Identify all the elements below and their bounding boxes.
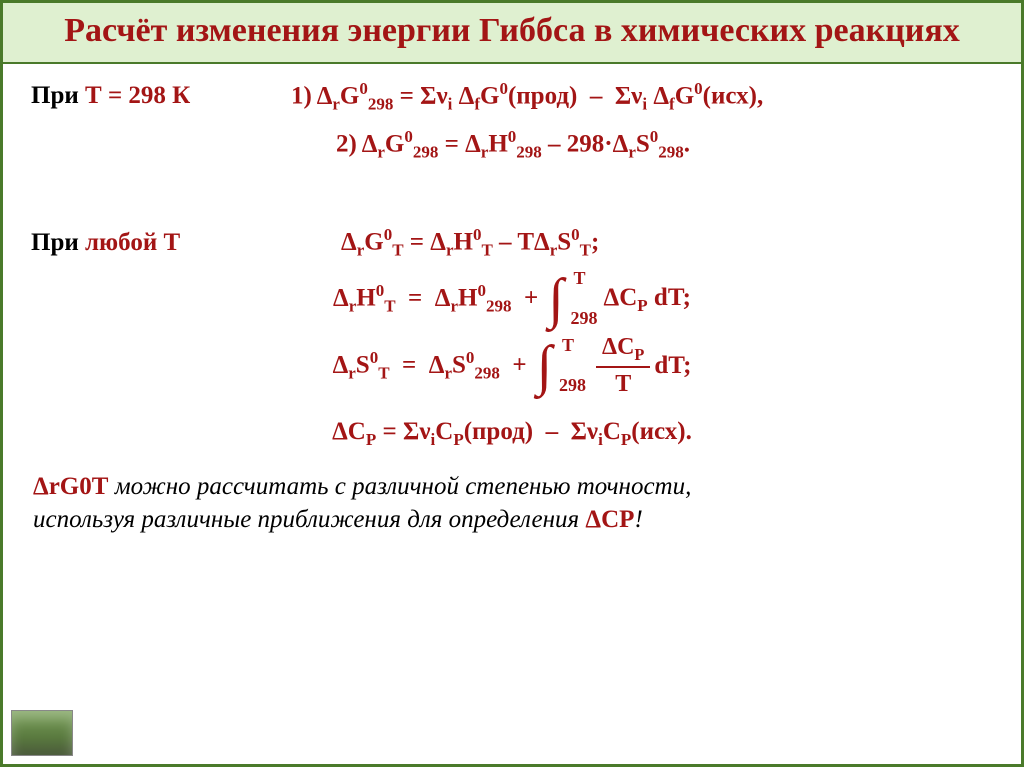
fraction: ΔCP T: [596, 331, 650, 400]
slide: Расчёт изменения энергии Гиббса в химиче…: [0, 0, 1024, 767]
equation-1: 1) ΔrG0298 = Σνi ΔfG0(прод) – Σνi ΔfG0(и…: [291, 78, 993, 116]
title-bar: Расчёт изменения энергии Гиббса в химиче…: [3, 3, 1021, 64]
eq1-prefix: 1): [291, 82, 312, 109]
equation-enthalpy-integral: ΔrH0T = ΔrH0298 + ∫T298 ΔCP dT;: [31, 277, 993, 322]
thumbnail-icon: [11, 710, 73, 756]
equation-anyT: ΔrG0T = ΔrH0T – TΔrS0T;: [341, 224, 599, 262]
integral-icon: ∫T298: [548, 277, 563, 322]
equation-2: 2) ΔrG0298 = ΔrH0298 – 298·ΔrS0298.: [31, 126, 993, 164]
integral-icon: ∫T298: [537, 344, 552, 389]
eq2-prefix: 2): [336, 130, 357, 157]
equation-entropy-integral: ΔrS0T = ΔrS0298 + ∫T298 ΔCP T dT;: [31, 331, 993, 400]
equation-cp: ΔCP = ΣνiCP(прод) – ΣνiCP(исх).: [31, 415, 993, 452]
any-temperature-label: При любой Т: [31, 229, 180, 256]
temperature-label: При Т = 298 К: [31, 82, 190, 109]
slide-title: Расчёт изменения энергии Гиббса в химиче…: [23, 11, 1001, 52]
row-anyT: При любой Т ΔrG0T = ΔrH0T – TΔrS0T;: [31, 224, 993, 262]
row-eq1: При Т = 298 К 1) ΔrG0298 = Σνi ΔfG0(прод…: [31, 78, 993, 116]
footnote: ΔrG0T можно рассчитать с различной степе…: [31, 470, 993, 538]
slide-content: При Т = 298 К 1) ΔrG0298 = Σνi ΔfG0(прод…: [3, 64, 1021, 547]
